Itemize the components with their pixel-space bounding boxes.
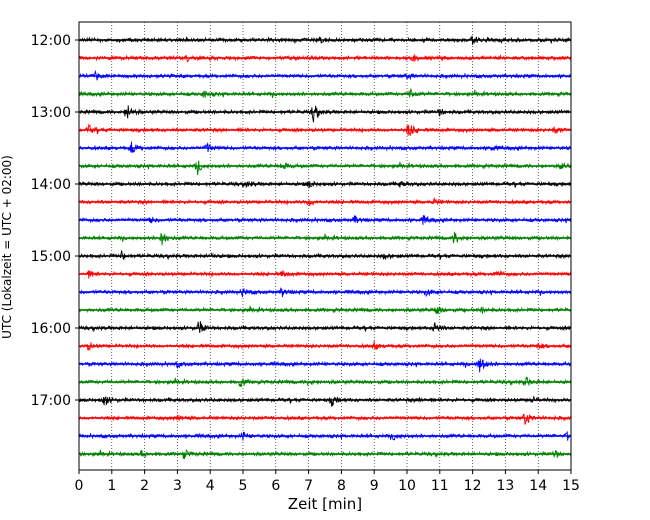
y-axis-title: UTC (Lokalzeit = UTC + 02:00) bbox=[0, 155, 14, 339]
y-tick-label: 15:00 bbox=[31, 249, 71, 265]
x-tick-label: 11 bbox=[431, 478, 449, 494]
seismogram-traces bbox=[78, 35, 572, 460]
x-tick-label: 10 bbox=[398, 478, 416, 494]
x-tick-label: 9 bbox=[370, 478, 379, 494]
trace-17:45 bbox=[78, 449, 572, 460]
x-tick-label: 2 bbox=[140, 478, 149, 494]
trace-12:00 bbox=[78, 35, 572, 45]
y-tick-label: 12:00 bbox=[31, 33, 71, 49]
x-tick-label: 1 bbox=[107, 478, 116, 494]
trace-12:15 bbox=[78, 53, 572, 63]
trace-16:30 bbox=[78, 358, 572, 373]
y-axis-ticks: 12:00 13:00 14:00 15:00 16:00 17:00 bbox=[31, 33, 79, 409]
plot-frame bbox=[78, 21, 572, 471]
y-tick-label: 16:00 bbox=[31, 321, 71, 337]
x-tick-label: 4 bbox=[206, 478, 215, 494]
y-tick-label: 17:00 bbox=[31, 393, 71, 409]
y-tick-label: 13:00 bbox=[31, 105, 71, 121]
x-tick-label: 13 bbox=[496, 478, 514, 494]
trace-17:15 bbox=[78, 413, 572, 425]
x-tick-label: 12 bbox=[464, 478, 482, 494]
trace-16:00 bbox=[78, 321, 572, 334]
x-axis-title: Zeit [min] bbox=[288, 495, 362, 513]
vertical-grid bbox=[111, 22, 539, 470]
x-axis-ticks: 0 1 2 3 4 5 6 7 8 9 10 11 12 13 14 15 bbox=[75, 470, 580, 494]
x-tick-label: 14 bbox=[529, 478, 547, 494]
trace-17:00 bbox=[78, 395, 572, 407]
trace-13:30 bbox=[78, 141, 572, 153]
y-tick-label: 14:00 bbox=[31, 177, 71, 193]
x-tick-label: 5 bbox=[239, 478, 248, 494]
trace-15:00 bbox=[78, 250, 572, 261]
x-tick-label: 8 bbox=[337, 478, 346, 494]
trace-13:45 bbox=[78, 160, 572, 176]
x-tick-label: 7 bbox=[304, 478, 313, 494]
x-tick-label: 3 bbox=[173, 478, 182, 494]
x-tick-label: 6 bbox=[271, 478, 280, 494]
x-tick-label: 0 bbox=[75, 478, 84, 494]
trace-13:00 bbox=[78, 105, 572, 123]
x-tick-label: 15 bbox=[562, 478, 580, 494]
